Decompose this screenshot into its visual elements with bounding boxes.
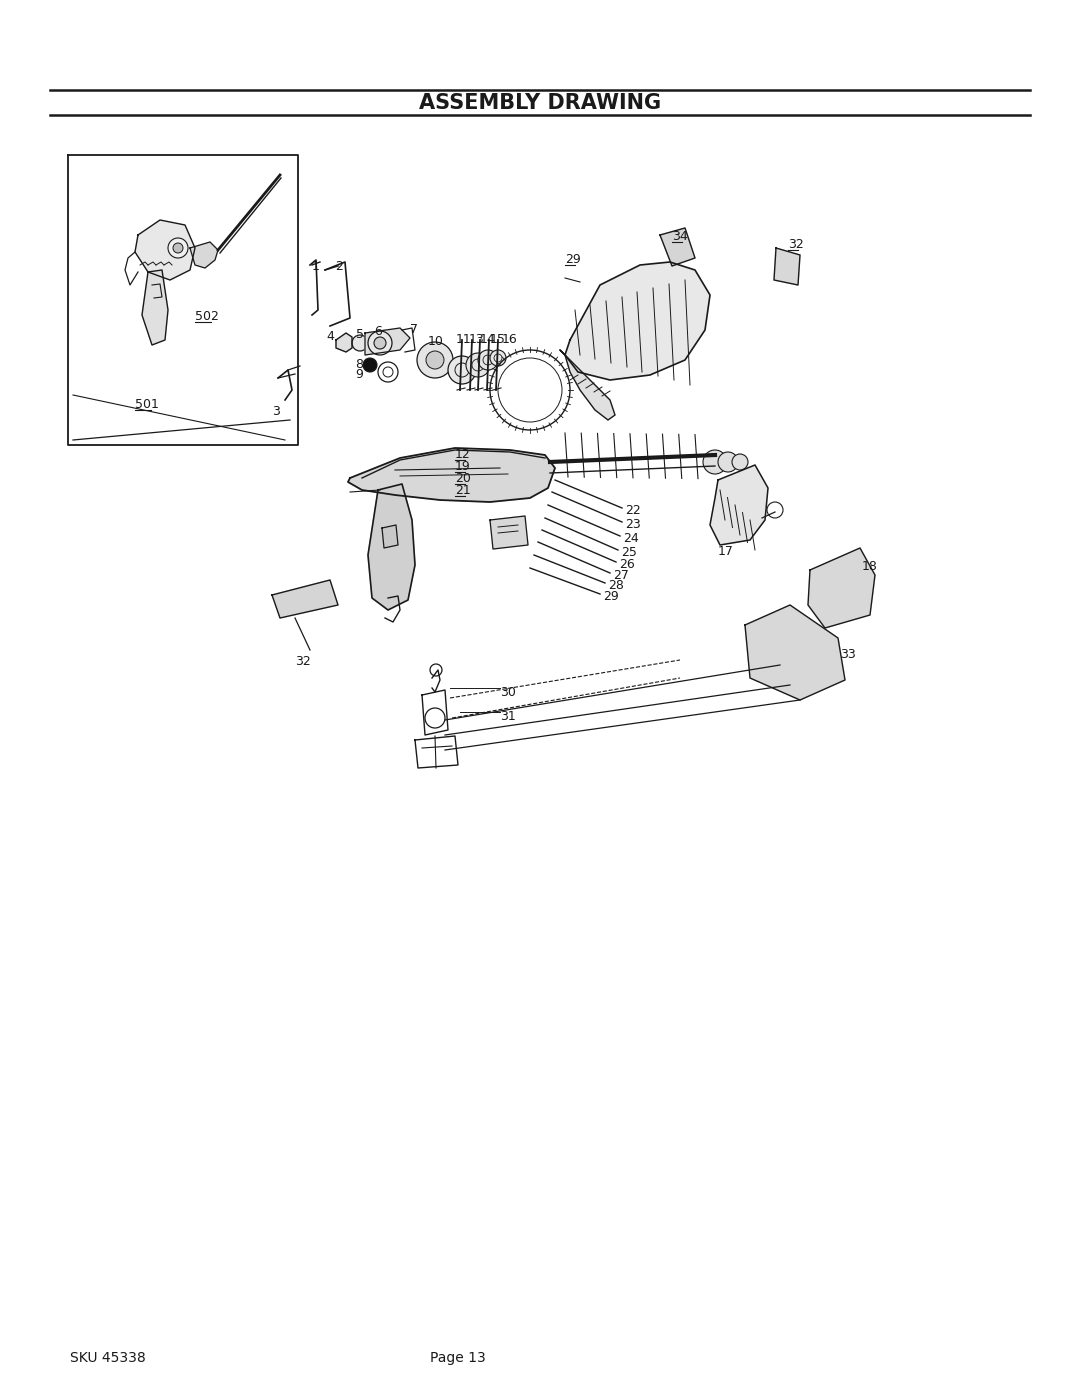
Polygon shape: [336, 332, 352, 352]
Circle shape: [168, 237, 188, 258]
Polygon shape: [660, 228, 696, 265]
Text: 7: 7: [410, 323, 418, 337]
Polygon shape: [774, 249, 800, 285]
Text: Page 13: Page 13: [430, 1351, 486, 1365]
Text: 27: 27: [613, 569, 629, 583]
Polygon shape: [368, 483, 415, 610]
Polygon shape: [710, 465, 768, 545]
Polygon shape: [745, 605, 845, 700]
Text: 14: 14: [480, 332, 496, 346]
Text: 21: 21: [455, 483, 471, 497]
Text: 26: 26: [619, 557, 635, 571]
Text: 6: 6: [374, 326, 382, 338]
Circle shape: [417, 342, 453, 379]
Text: 502: 502: [195, 310, 219, 323]
Polygon shape: [272, 580, 338, 617]
Polygon shape: [348, 448, 555, 502]
Circle shape: [426, 351, 444, 369]
Text: 31: 31: [500, 710, 516, 724]
Text: 12: 12: [455, 448, 471, 461]
Text: ASSEMBLY DRAWING: ASSEMBLY DRAWING: [419, 94, 661, 113]
Text: 15: 15: [490, 332, 505, 346]
Text: 32: 32: [295, 655, 311, 668]
Polygon shape: [190, 242, 218, 268]
Circle shape: [448, 356, 476, 384]
Polygon shape: [565, 263, 710, 380]
Text: 28: 28: [608, 578, 624, 592]
Circle shape: [374, 337, 386, 349]
Circle shape: [352, 335, 368, 351]
Polygon shape: [141, 270, 168, 345]
Text: 23: 23: [625, 518, 640, 531]
Circle shape: [718, 453, 738, 472]
Text: SKU 45338: SKU 45338: [70, 1351, 146, 1365]
Text: 17: 17: [718, 545, 734, 557]
Text: 29: 29: [565, 253, 581, 265]
Circle shape: [173, 243, 183, 253]
Text: 25: 25: [621, 546, 637, 559]
Text: 10: 10: [428, 335, 444, 348]
Polygon shape: [561, 351, 615, 420]
Text: 13: 13: [469, 332, 485, 346]
Polygon shape: [490, 515, 528, 549]
Text: 24: 24: [623, 532, 638, 545]
Circle shape: [478, 351, 498, 370]
Text: 9: 9: [355, 367, 363, 381]
Text: 33: 33: [840, 648, 855, 661]
Circle shape: [490, 351, 507, 366]
Text: 30: 30: [500, 686, 516, 698]
Text: 16: 16: [502, 332, 517, 346]
Text: 8: 8: [355, 358, 363, 372]
Text: 32: 32: [788, 237, 804, 251]
Text: 19: 19: [455, 460, 471, 474]
Polygon shape: [382, 525, 399, 548]
Circle shape: [363, 358, 377, 372]
Circle shape: [368, 331, 392, 355]
Text: 3: 3: [272, 405, 280, 418]
Text: 1: 1: [312, 260, 320, 272]
Text: 18: 18: [862, 560, 878, 573]
Text: 22: 22: [625, 504, 640, 517]
Circle shape: [732, 454, 748, 469]
Text: 29: 29: [603, 590, 619, 604]
Text: 20: 20: [455, 472, 471, 485]
Circle shape: [703, 450, 727, 474]
Text: 501: 501: [135, 398, 159, 411]
Polygon shape: [365, 328, 410, 355]
Text: 11: 11: [456, 332, 472, 346]
Text: 34: 34: [672, 231, 688, 243]
Circle shape: [465, 353, 490, 377]
Text: 5: 5: [356, 328, 364, 341]
Text: 4: 4: [326, 330, 334, 344]
Text: 2: 2: [335, 260, 342, 272]
Polygon shape: [808, 548, 875, 629]
Polygon shape: [135, 219, 195, 279]
